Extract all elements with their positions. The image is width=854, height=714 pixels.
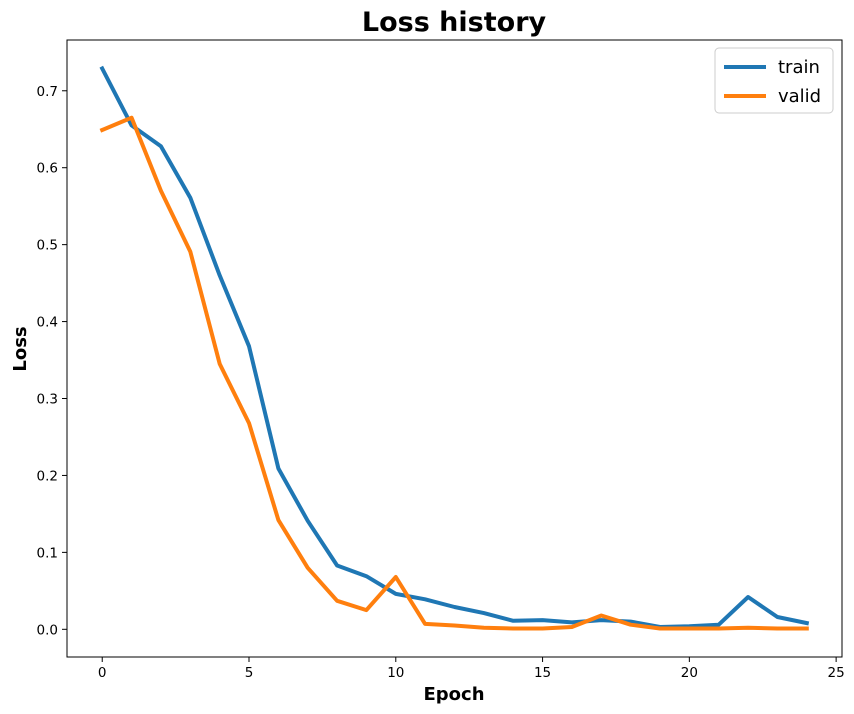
y-tick-label: 0.1	[37, 545, 58, 561]
x-tick-label: 0	[98, 665, 107, 681]
y-tick-label: 0.6	[37, 161, 58, 177]
axis-ticks: 0 5 10 15 20 25 0.0 0.1 0.2 0.3 0.4 0.5 0.6 0.7	[37, 84, 845, 681]
legend: train valid	[714, 47, 834, 114]
x-tick-label: 15	[534, 665, 551, 681]
series-lines	[99, 65, 810, 631]
y-tick-label: 0.0	[37, 622, 58, 638]
x-tick-label: 20	[681, 665, 698, 681]
x-tick-label: 5	[245, 665, 254, 681]
x-tick-label: 25	[828, 665, 845, 681]
x-axis-label: Epoch	[423, 684, 484, 705]
chart-title: Loss history	[362, 7, 547, 38]
series-line-valid	[99, 115, 809, 631]
y-tick-label: 0.7	[37, 84, 58, 100]
y-tick-label: 0.4	[37, 315, 58, 331]
y-axis-label: Loss	[10, 326, 31, 371]
y-tick-label: 0.5	[37, 238, 58, 254]
series-line-train	[99, 65, 810, 629]
y-tick-label: 0.3	[37, 392, 58, 408]
legend-label-train: train	[778, 57, 820, 78]
legend-label-valid: valid	[778, 86, 821, 107]
x-tick-label: 10	[387, 665, 404, 681]
y-tick-label: 0.2	[37, 468, 58, 484]
plot-frame	[66, 39, 843, 658]
